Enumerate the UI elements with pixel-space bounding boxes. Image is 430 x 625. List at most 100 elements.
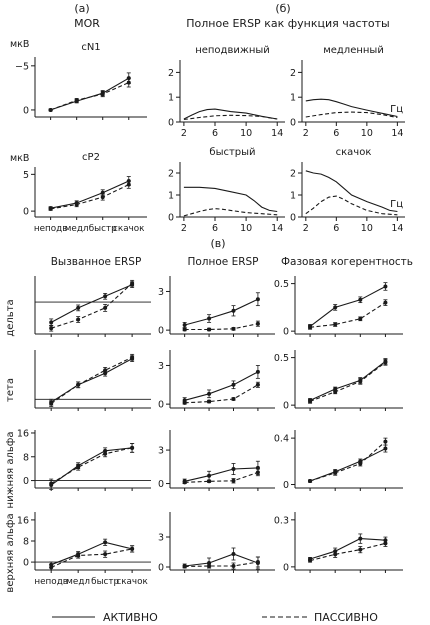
x-tick-label: 2 — [303, 128, 309, 139]
y-tick-label: 0.5 — [274, 353, 289, 364]
chart-coh-highalpha: 00.3 — [274, 512, 403, 573]
data-point — [76, 305, 81, 310]
chart-ersp-fast: быстрый 0 1 2 2 6 10 14 — [168, 147, 285, 234]
data-point — [49, 401, 54, 406]
data-point — [100, 190, 105, 195]
chart-title: cN1 — [81, 42, 100, 53]
data-point — [207, 391, 212, 396]
chart-evoked-delta — [34, 276, 151, 337]
data-point — [255, 369, 260, 374]
y-tick-label: 2 — [168, 169, 174, 180]
y-tick-label: 0 — [283, 562, 289, 573]
chart-coh-delta: 00.5 — [274, 276, 403, 338]
series-line — [183, 186, 278, 213]
data-point — [182, 322, 187, 327]
chart-coh-theta: 00.5 — [274, 350, 403, 412]
data-point — [182, 400, 187, 405]
data-point — [358, 536, 363, 541]
chart-ersp-slow: медленный 0 1 2 2 6 10 14 Гц — [290, 45, 405, 139]
series-line — [50, 447, 133, 484]
data-point — [383, 446, 388, 451]
data-point — [358, 379, 363, 384]
y-tick-label: 1 — [290, 191, 296, 202]
row-label-delta: дельта — [5, 299, 16, 336]
y-tick-label: 0 — [23, 476, 29, 487]
x-tick-label: 2 — [181, 128, 187, 139]
legend: АКТИВНО ПАССИВНО — [52, 611, 378, 624]
series-line — [184, 471, 259, 483]
data-point — [255, 560, 260, 564]
y-tick-label: 0.4 — [274, 434, 289, 445]
chart-total-lowalpha: 03 — [158, 430, 275, 491]
x-tick-label: 14 — [391, 128, 403, 139]
series-line — [305, 111, 398, 119]
y-tick-label: 0 — [158, 563, 164, 574]
y-tick-label: 8 — [23, 452, 29, 463]
data-point — [103, 368, 108, 373]
x-tick-label: 10 — [240, 223, 252, 234]
x-tick-label: быстр — [91, 577, 119, 587]
row-label-theta: тета — [5, 378, 16, 402]
data-point — [231, 382, 236, 387]
data-point — [182, 480, 187, 485]
panel-label-a: (а) — [74, 2, 89, 15]
y-tick-label: 0 — [283, 327, 289, 338]
chart-title: медленный — [323, 45, 384, 56]
data-point — [74, 98, 79, 103]
chart-mor-cn1: cN1 −5 0 — [15, 42, 147, 120]
y-tick-label: 0 — [168, 213, 174, 224]
data-point — [100, 195, 105, 200]
mor-title: MOR — [74, 17, 100, 30]
legend-active-label: АКТИВНО — [103, 611, 158, 624]
data-point — [103, 540, 108, 545]
data-point — [48, 206, 53, 211]
series-line — [50, 284, 133, 323]
chart-total-theta: 03 — [158, 350, 275, 411]
x-tick-label: медл — [66, 577, 90, 587]
series-line — [184, 553, 259, 567]
data-point — [231, 467, 236, 472]
y-tick-label: 0 — [158, 479, 164, 490]
series-line — [50, 447, 133, 486]
y-tick-label: 0 — [290, 213, 296, 224]
data-point — [76, 465, 81, 470]
data-point — [358, 297, 363, 302]
series-line — [183, 208, 278, 217]
series-line — [50, 356, 133, 405]
row-label-high-alpha: верхняя альфа — [5, 513, 16, 592]
y-tick-label: 3 — [158, 446, 164, 457]
data-point — [130, 445, 135, 450]
series-line — [50, 77, 130, 111]
data-point — [130, 355, 135, 360]
data-point — [103, 552, 108, 557]
data-point — [126, 80, 131, 85]
data-point — [383, 360, 388, 365]
x-tick-label: 6 — [212, 128, 218, 139]
data-point — [130, 281, 135, 286]
x-tick-label: 2 — [181, 223, 187, 234]
data-point — [207, 399, 212, 404]
chart-title: cP2 — [82, 152, 100, 163]
y-tick-label: 0 — [158, 400, 164, 411]
y-tick-label: −5 — [15, 61, 29, 72]
data-point — [358, 461, 363, 466]
data-point — [207, 564, 212, 568]
y-tick-label: 3 — [158, 361, 164, 372]
data-point — [333, 305, 338, 310]
data-point — [231, 564, 236, 568]
column-title-evoked: Вызванное ERSP — [51, 256, 142, 268]
legend-passive-label: ПАССИВНО — [314, 611, 378, 624]
unit-label-bottom: мкВ — [10, 153, 29, 164]
y-tick-label: 2 — [290, 68, 296, 79]
series-line — [51, 541, 133, 566]
x-tick-label: быстр — [89, 224, 117, 234]
x-tick-label: 6 — [333, 223, 339, 234]
data-point — [126, 182, 131, 187]
chart-total-highalpha: 03 — [158, 512, 275, 574]
unit-label-top: мкВ — [10, 39, 29, 50]
y-tick-label: 3 — [158, 287, 164, 298]
series-line — [309, 441, 386, 482]
y-tick-label: 0 — [168, 118, 174, 129]
x-tick-label: 6 — [333, 128, 339, 139]
